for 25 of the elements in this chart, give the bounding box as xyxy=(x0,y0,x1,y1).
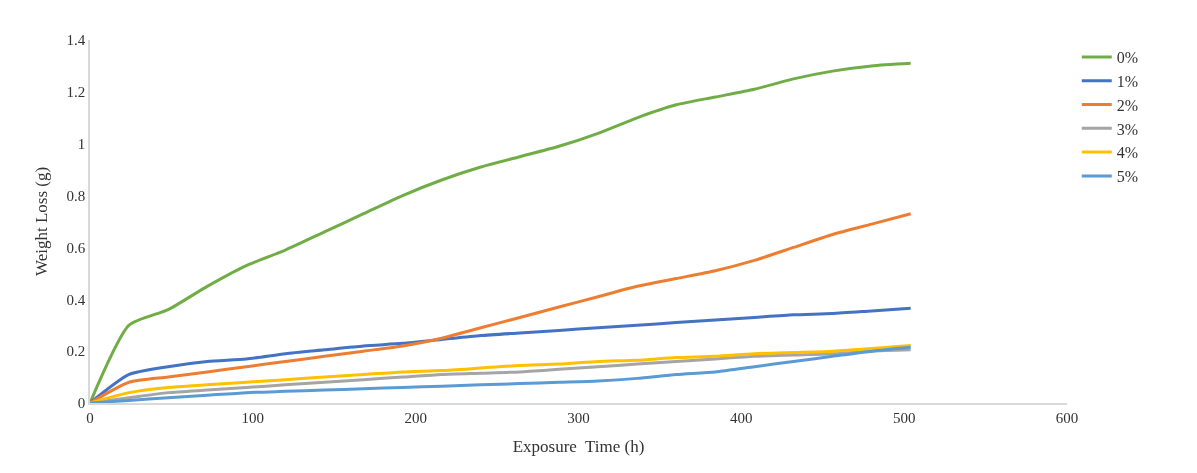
x-tick-label: 600 xyxy=(1055,409,1079,426)
y-tick-label: 1 xyxy=(77,135,86,152)
legend-label: 2% xyxy=(1116,96,1139,114)
y-tick-label: 1.2 xyxy=(66,84,86,101)
y-axis-title: Weight Loss (g) xyxy=(31,166,51,277)
x-tick-label: 300 xyxy=(567,409,590,426)
legend-label: 5% xyxy=(1116,168,1139,186)
x-tick-label: 500 xyxy=(892,409,916,426)
y-tick-label: 0 xyxy=(77,395,86,412)
y-tick-label: 1.4 xyxy=(66,32,86,49)
line-series xyxy=(90,61,913,403)
legend-label: 0% xyxy=(1116,49,1139,67)
x-axis-title: Exposure Time (h) xyxy=(512,436,645,456)
y-tick-label: 0.8 xyxy=(66,187,86,204)
legend-label: 3% xyxy=(1116,120,1139,138)
line-series xyxy=(90,306,913,403)
legend-label: 1% xyxy=(1116,72,1139,90)
y-tick-label: 0.2 xyxy=(66,343,86,360)
y-tick-label: 0.4 xyxy=(66,291,86,308)
x-tick-label: 200 xyxy=(404,409,427,426)
x-tick-label: 400 xyxy=(730,409,753,426)
line-series xyxy=(90,212,913,403)
x-tick-label: 100 xyxy=(241,409,265,426)
legend-label: 4% xyxy=(1116,144,1139,162)
y-tick-label: 0.6 xyxy=(66,239,86,256)
